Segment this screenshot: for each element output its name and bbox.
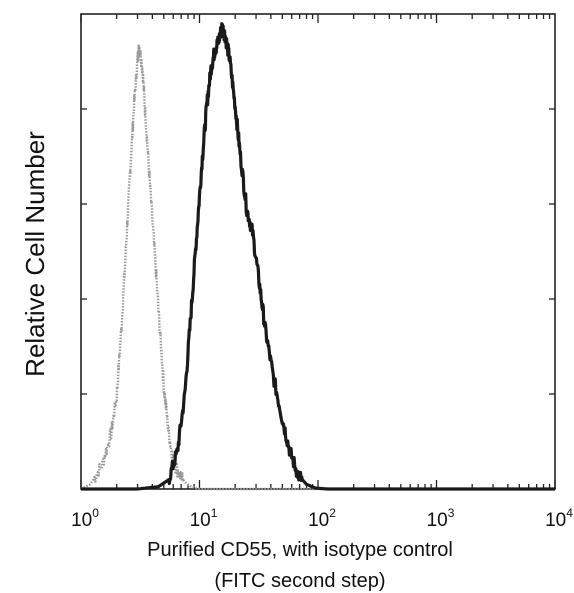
x-tick-label: 102 [308, 506, 336, 531]
x-axis-label-line2: (FITC second step) [214, 570, 385, 592]
y-minor-ticks [81, 108, 555, 395]
x-tick-label: 103 [427, 506, 455, 531]
x-tick-label: 104 [545, 506, 573, 531]
series-line-cd55 [81, 22, 555, 491]
x-axis-tick-labels: 100 101 102 103 104 [71, 506, 573, 531]
x-axis-ticks [80, 14, 556, 489]
y-axis-label: Relative Cell Number [20, 131, 50, 377]
series-layer [80, 22, 555, 491]
x-tick-label: 100 [71, 506, 99, 531]
series-line-isotype [80, 43, 555, 491]
plot-frame [80, 13, 556, 490]
x-tick-label: 101 [190, 506, 218, 531]
x-axis-label: Purified CD55, with isotype control [147, 539, 453, 561]
